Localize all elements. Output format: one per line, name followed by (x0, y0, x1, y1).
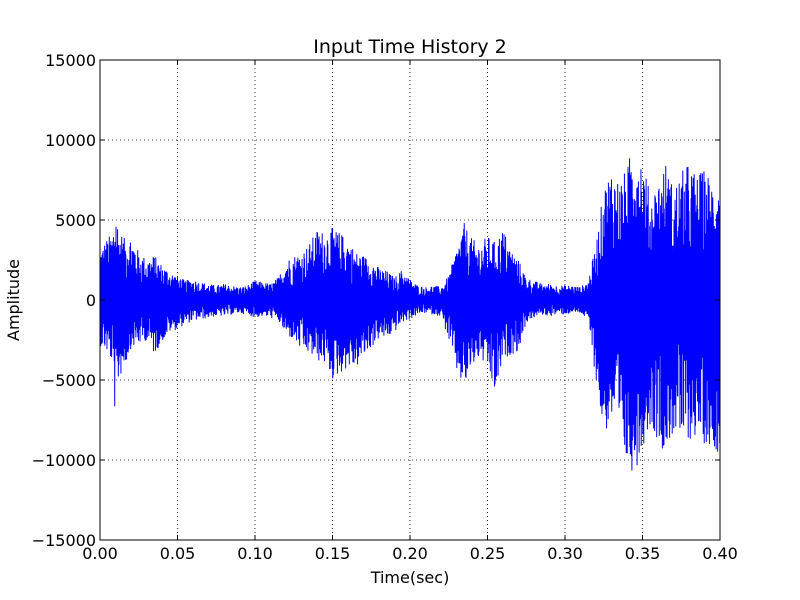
x-tick-label: 0.10 (237, 544, 273, 563)
y-axis-title: Amplitude (4, 259, 23, 341)
x-tick-label: 0.15 (315, 544, 351, 563)
y-tick-label: 10000 (45, 131, 96, 150)
y-tick-label: −15000 (32, 531, 96, 550)
x-tick-label: 0.40 (702, 544, 738, 563)
y-tick-label: 5000 (55, 211, 96, 230)
series-line (100, 158, 720, 471)
axis-tick-labels: 0.00 0.05 0.10 0.15 0.20 0.25 0.30 0.35 0.40 1500… (32, 51, 738, 563)
x-axis-title: Time(sec) (370, 568, 450, 587)
x-tick-label: 0.00 (82, 544, 118, 563)
y-tick-label: −10000 (32, 451, 96, 470)
plot-area (100, 158, 720, 471)
x-tick-label: 0.30 (547, 544, 583, 563)
x-tick-label: 0.20 (392, 544, 428, 563)
y-tick-label: 0 (86, 291, 96, 310)
x-tick-label: 0.05 (160, 544, 196, 563)
axis-ticks (99, 59, 721, 541)
y-tick-label: −5000 (42, 371, 96, 390)
x-tick-label: 0.25 (470, 544, 506, 563)
y-tick-label: 15000 (45, 51, 96, 70)
chart-title: Input Time History 2 (313, 36, 507, 58)
x-tick-label: 0.35 (625, 544, 661, 563)
